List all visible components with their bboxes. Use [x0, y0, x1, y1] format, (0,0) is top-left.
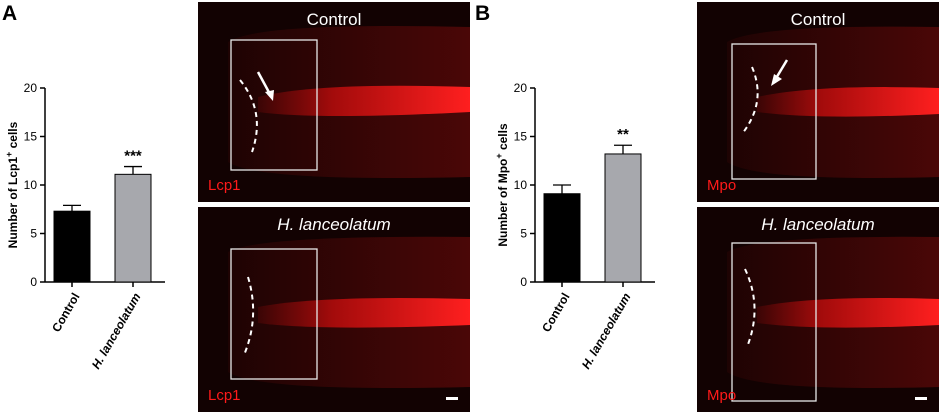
- micrograph-title: Control: [790, 10, 846, 29]
- channel-label: Mpo: [707, 177, 737, 194]
- micrograph-title: H. lanceolatum: [761, 215, 875, 234]
- bar-chart-mpo: Number of Mpo+ cells 0 5 10 15 20 Control H. la…: [494, 81, 655, 371]
- fluorescence-image: [228, 26, 470, 178]
- scale-bar: [915, 397, 927, 400]
- y-tick-label: 20: [24, 81, 38, 95]
- scale-bar: [446, 397, 458, 400]
- fluorescence-image: [727, 236, 939, 402]
- panel-letter-a: A: [2, 2, 18, 25]
- significance-label: ***: [124, 148, 142, 165]
- channel-label: Lcp1: [208, 177, 241, 194]
- y-tick-label: 15: [24, 130, 38, 144]
- y-tick-label: 10: [514, 178, 528, 192]
- y-tick-label: 0: [520, 275, 527, 289]
- micrograph-control-lcp1: Control Lcp1: [198, 2, 470, 202]
- fluorescence-image: [727, 26, 939, 180]
- y-axis-label: Number of Lcp1+ cells: [4, 121, 20, 248]
- micrograph-title: Control: [306, 10, 362, 29]
- fluorescence-image: [228, 236, 470, 388]
- bar: [114, 173, 152, 283]
- y-tick-label: 0: [30, 275, 37, 289]
- x-category-label: H. lanceolatum: [579, 290, 634, 371]
- y-tick-label: 20: [514, 81, 528, 95]
- micrograph-control-mpo: Control Mpo: [697, 2, 939, 202]
- bar: [604, 153, 642, 283]
- y-tick-label: 10: [24, 178, 38, 192]
- x-category-label: Control: [49, 291, 82, 335]
- bar: [543, 193, 581, 283]
- y-axis-label: Number of Mpo+ cells: [494, 123, 510, 247]
- bar: [53, 210, 91, 283]
- panel-letter-b: B: [475, 2, 491, 25]
- x-category-label: Control: [539, 291, 572, 335]
- x-category-label: H. lanceolatum: [89, 290, 144, 371]
- channel-label: Mpo: [707, 387, 737, 404]
- y-tick-label: 5: [30, 227, 37, 241]
- significance-label: **: [617, 126, 629, 143]
- micrograph-title: H. lanceolatum: [277, 215, 391, 234]
- y-tick-label: 15: [514, 130, 528, 144]
- micrograph-hl-lcp1: H. lanceolatum Lcp1: [198, 207, 470, 412]
- bar-chart-lcp1: Number of Lcp1+ cells 0 5 10 15 20 Control H. l…: [4, 81, 165, 371]
- channel-label: Lcp1: [208, 387, 241, 404]
- micrograph-hl-mpo: H. lanceolatum Mpo: [697, 207, 939, 412]
- y-tick-label: 5: [520, 227, 527, 241]
